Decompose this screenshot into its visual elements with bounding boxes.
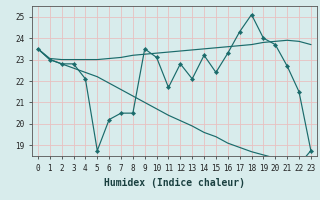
X-axis label: Humidex (Indice chaleur): Humidex (Indice chaleur) [104, 178, 245, 188]
